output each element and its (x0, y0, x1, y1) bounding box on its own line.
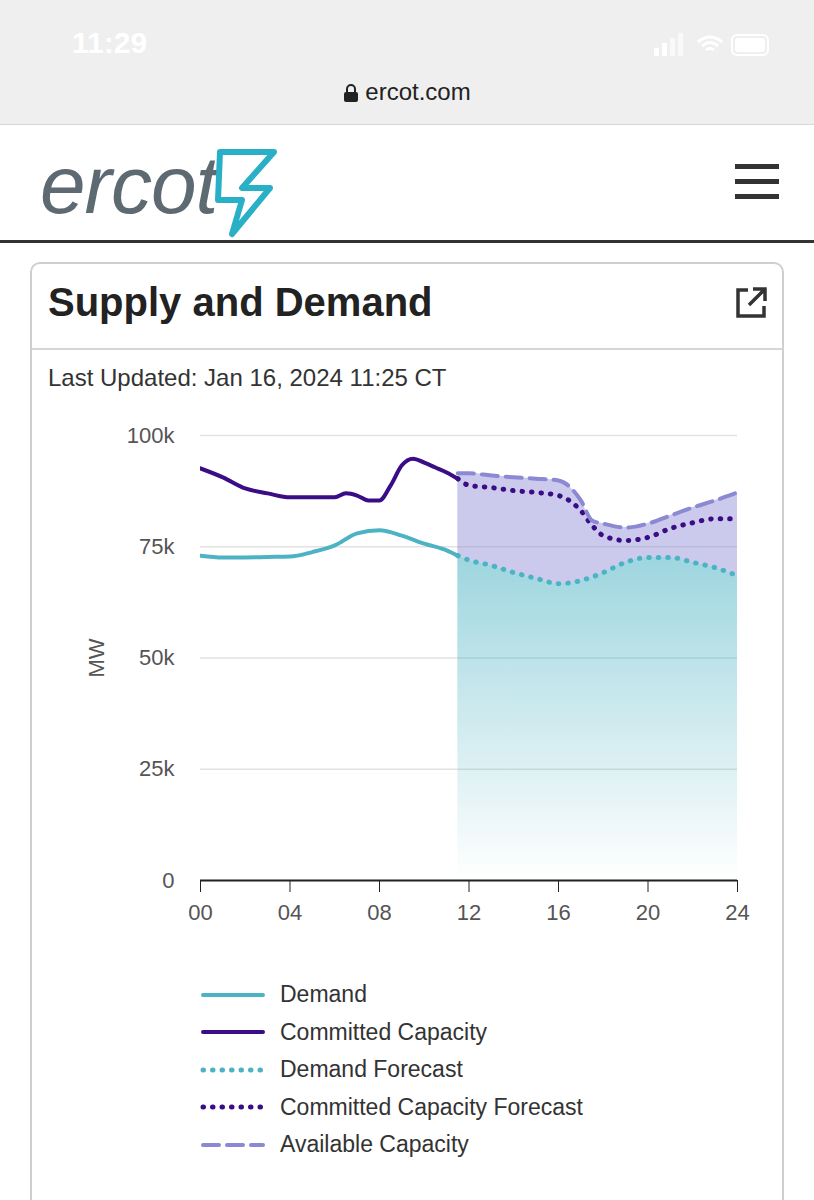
html-text:ercot.com: ercot.com (365, 78, 471, 105)
svg-text:75k: 75k (139, 534, 175, 559)
html-text:11:29: 11:29 (72, 26, 148, 59)
svg-text:04: 04 (278, 900, 302, 925)
html-text:Demand: Demand (280, 981, 367, 1008)
svg-text:20: 20 (636, 900, 660, 925)
svg-text:00: 00 (188, 900, 212, 925)
svg-text:50k: 50k (139, 645, 175, 670)
svg-text:MW: MW (84, 638, 109, 677)
html-text:Supply and Demand: Supply and Demand (48, 280, 433, 324)
svg-text:25k: 25k (139, 756, 175, 781)
html-text:Last Updated: Jan 16, 2024 11:: Last Updated: Jan 16, 2024 11:25 CT (48, 364, 447, 391)
svg-text:24: 24 (725, 900, 749, 925)
html-text:Committed Capacity: Committed Capacity (280, 1018, 488, 1045)
svg-text:0: 0 (162, 868, 174, 893)
svg-text:08: 08 (367, 900, 391, 925)
html-text:Available Capacity: Available Capacity (280, 1131, 469, 1158)
html-text:Demand Forecast: Demand Forecast (280, 1056, 463, 1083)
svg-text:12: 12 (457, 900, 481, 925)
svg-text:16: 16 (546, 900, 570, 925)
html-text:ercot: ercot (40, 139, 218, 230)
html-text:Committed Capacity Forecast: Committed Capacity Forecast (280, 1093, 583, 1120)
svg-text:100k: 100k (127, 423, 176, 448)
